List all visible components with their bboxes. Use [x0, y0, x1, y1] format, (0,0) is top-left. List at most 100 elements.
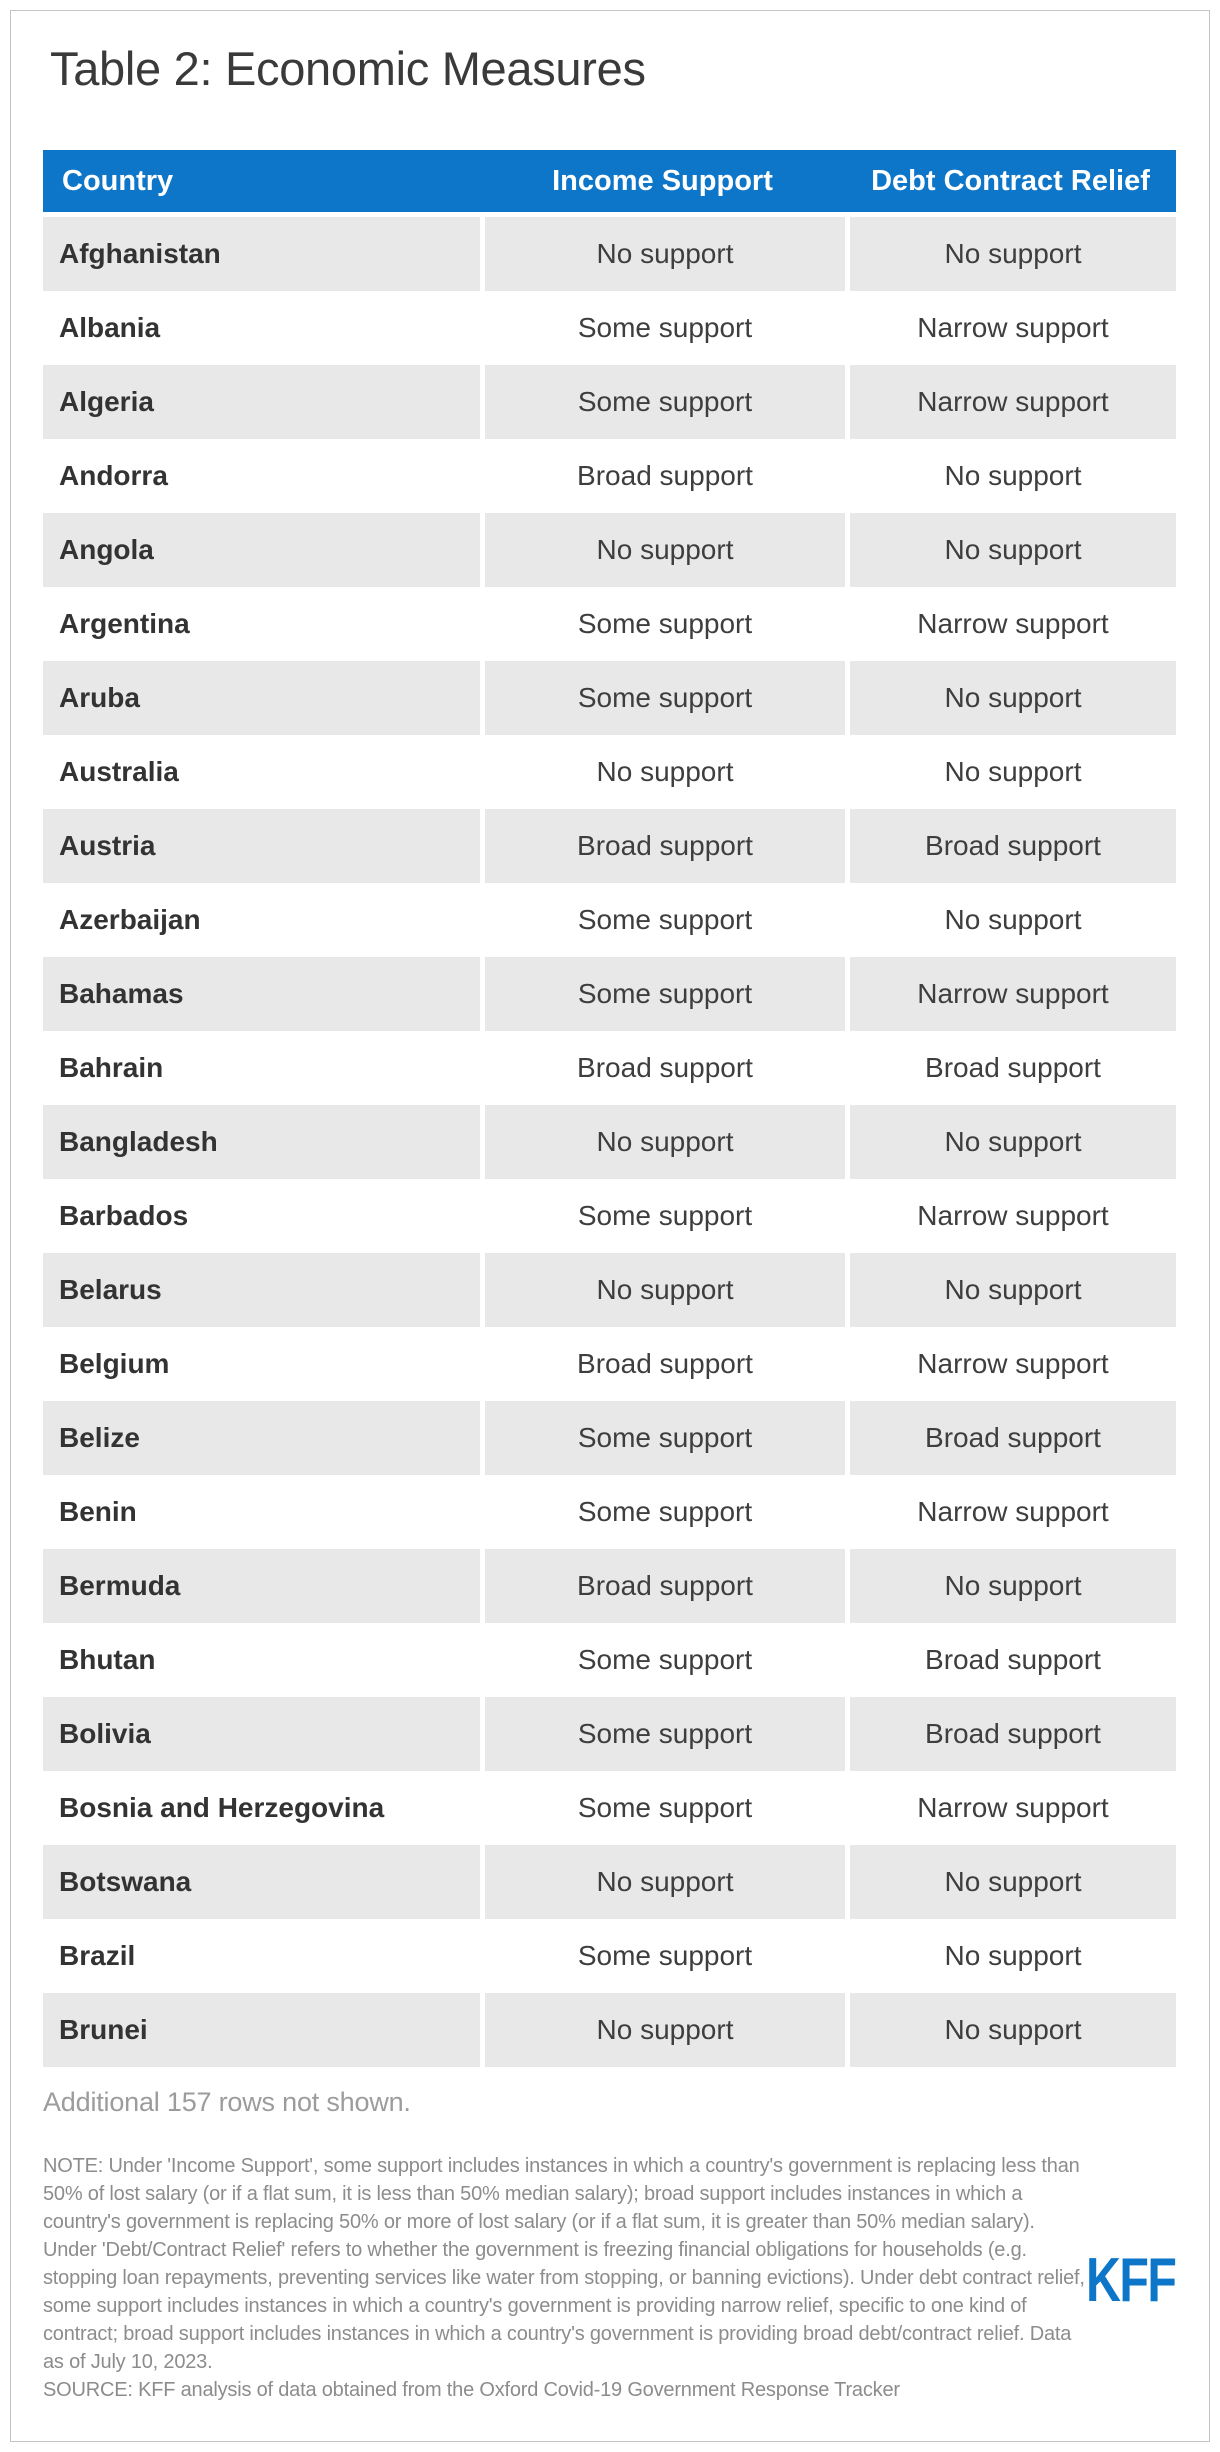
table-row: Albania Some support Narrow support — [43, 291, 1176, 365]
income-support-cell: No support — [480, 735, 845, 809]
table-row: Austria Broad support Broad support — [43, 809, 1176, 883]
table-row: Barbados Some support Narrow support — [43, 1179, 1176, 1253]
page-title: Table 2: Economic Measures — [50, 42, 646, 95]
country-cell: Aruba — [43, 661, 480, 735]
debt-contract-relief-cell: Narrow support — [845, 1179, 1176, 1253]
country-cell: Austria — [43, 809, 480, 883]
country-cell: Bahamas — [43, 957, 480, 1031]
table-row: Bermuda Broad support No support — [43, 1549, 1176, 1623]
table-body: Afghanistan No support No support Albania So… — [43, 217, 1176, 2067]
debt-contract-relief-cell: Narrow support — [845, 1771, 1176, 1845]
country-cell: Belgium — [59, 1348, 170, 1379]
debt-contract-relief-cell: No support — [845, 883, 1176, 957]
table-row: Bosnia and Herzegovina Some support Narrow… — [43, 1771, 1176, 1845]
debt-contract-relief-cell: Narrow support — [845, 1327, 1176, 1401]
country-cell: Albania — [59, 312, 161, 343]
debt-contract-relief-cell: No support — [845, 439, 1176, 513]
country-cell: Australia — [59, 756, 179, 787]
debt-contract-relief-cell: No support — [845, 1919, 1176, 1993]
income-support-cell: Some support — [480, 957, 845, 1031]
debt-contract-relief-cell: No support — [845, 1993, 1176, 2067]
income-support-cell: No support — [480, 513, 845, 587]
table-row: Aruba Some support No support — [43, 661, 1176, 735]
income-support-cell: Broad support — [480, 809, 845, 883]
income-support-cell: Some support — [480, 1401, 845, 1475]
debt-contract-relief-cell: Broad support — [845, 1401, 1176, 1475]
country-cell: Bermuda — [43, 1549, 480, 1623]
kff-logo-text: KFF — [1086, 2246, 1177, 2315]
table-row: Andorra Broad support No support — [43, 439, 1176, 513]
kff-logo: KFF — [1086, 2246, 1177, 2315]
debt-contract-relief-cell: No support — [845, 217, 1176, 291]
debt-contract-relief-cell: No support — [845, 513, 1176, 587]
income-support-cell: Some support — [480, 1919, 845, 1993]
page-container: Table 2: Economic Measures Country Incom… — [10, 10, 1210, 2442]
table-header-row: Country Income Support Debt Contract Rel… — [43, 150, 1176, 212]
income-support-cell: Some support — [480, 883, 845, 957]
table-row: Belarus No support No support — [43, 1253, 1176, 1327]
table-row: Brazil Some support No support — [43, 1919, 1176, 1993]
table-row: Afghanistan No support No support — [43, 217, 1176, 291]
table-row: Belize Some support Broad support — [43, 1401, 1176, 1475]
country-cell: Brazil — [59, 1940, 136, 1971]
table-row: Belgium Broad support Narrow support — [43, 1327, 1176, 1401]
debt-contract-relief-cell: No support — [845, 1845, 1176, 1919]
country-cell: Bahrain — [59, 1052, 164, 1083]
debt-contract-relief-cell: Narrow support — [845, 365, 1176, 439]
table-row: Angola No support No support — [43, 513, 1176, 587]
table-row: Brunei No support No support — [43, 1993, 1176, 2067]
country-cell: Algeria — [43, 365, 480, 439]
table-row: Argentina Some support Narrow support — [43, 587, 1176, 661]
debt-contract-relief-cell: Broad support — [845, 1031, 1176, 1105]
table-row: Bangladesh No support No support — [43, 1105, 1176, 1179]
table-row: Bahamas Some support Narrow support — [43, 957, 1176, 1031]
debt-contract-relief-cell: Broad support — [845, 1623, 1176, 1697]
table-row: Benin Some support Narrow support — [43, 1475, 1176, 1549]
source-text: SOURCE: KFF analysis of data obtained fr… — [43, 2379, 900, 2401]
table-row: Bhutan Some support Broad support — [43, 1623, 1176, 1697]
debt-contract-relief-cell: Broad support — [845, 809, 1176, 883]
table-row: Australia No support No support — [43, 735, 1176, 809]
income-support-cell: Some support — [480, 1623, 845, 1697]
debt-contract-relief-cell: No support — [845, 735, 1176, 809]
debt-contract-relief-cell: No support — [845, 1549, 1176, 1623]
column-header-income-support: Income Support — [552, 164, 773, 197]
income-support-cell: No support — [480, 1105, 845, 1179]
column-header-country: Country — [62, 164, 174, 197]
country-cell: Bolivia — [43, 1697, 480, 1771]
country-cell: Azerbaijan — [59, 904, 201, 935]
debt-contract-relief-cell: Narrow support — [845, 1475, 1176, 1549]
country-cell: Afghanistan — [43, 217, 480, 291]
country-cell: Brunei — [43, 1993, 480, 2067]
income-support-cell: No support — [480, 217, 845, 291]
income-support-cell: Some support — [480, 587, 845, 661]
debt-contract-relief-cell: No support — [845, 661, 1176, 735]
income-support-cell: Some support — [480, 1179, 845, 1253]
debt-contract-relief-cell: No support — [845, 1105, 1176, 1179]
debt-contract-relief-cell: No support — [845, 1253, 1176, 1327]
debt-contract-relief-cell: Narrow support — [845, 587, 1176, 661]
income-support-cell: Some support — [480, 291, 845, 365]
country-cell: Angola — [43, 513, 480, 587]
income-support-cell: Broad support — [480, 439, 845, 513]
column-header-debt-contract-relief: Debt Contract Relief — [871, 164, 1150, 197]
table-row: Botswana No support No support — [43, 1845, 1176, 1919]
income-support-cell: No support — [480, 1845, 845, 1919]
country-cell: Bhutan — [59, 1644, 156, 1675]
debt-contract-relief-cell: Narrow support — [845, 957, 1176, 1031]
income-support-cell: Some support — [480, 1475, 845, 1549]
country-cell: Bosnia and Herzegovina — [59, 1792, 385, 1823]
note-text: NOTE: Under 'Income Support', some suppo… — [43, 2155, 1085, 2373]
income-support-cell: Broad support — [480, 1327, 845, 1401]
country-cell: Argentina — [59, 608, 190, 639]
table-row: Bahrain Broad support Broad support — [43, 1031, 1176, 1105]
table-row: Algeria Some support Narrow support — [43, 365, 1176, 439]
footer-notes: KFF NOTE: Under 'Income Support', some s… — [43, 2152, 1177, 2404]
country-cell: Belize — [43, 1401, 480, 1475]
income-support-cell: No support — [480, 1253, 845, 1327]
country-cell: Barbados — [59, 1200, 189, 1231]
country-cell: Benin — [59, 1496, 137, 1527]
income-support-cell: No support — [480, 1993, 845, 2067]
income-support-cell: Broad support — [480, 1549, 845, 1623]
additional-rows-note: Additional 157 rows not shown. — [43, 2087, 411, 2117]
